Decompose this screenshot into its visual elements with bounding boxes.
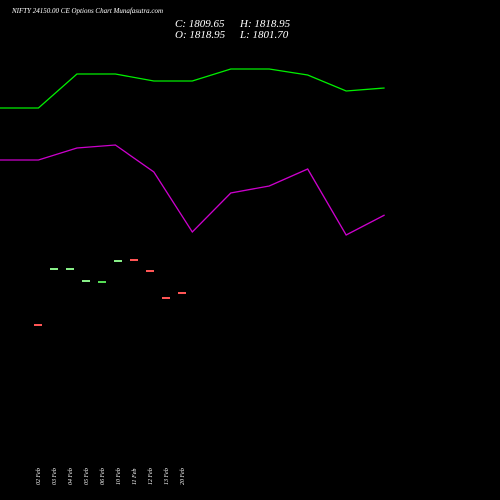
x-tick-label: 04 Feb: [67, 468, 74, 485]
chart-title: NIFTY 24150.00 CE Options Chart Munafasu…: [11, 7, 163, 15]
x-tick-label: 03 Feb: [52, 468, 58, 485]
x-tick-label: 02 Feb: [36, 468, 42, 485]
candle: [50, 268, 58, 270]
x-tick-label: 06 Feb: [100, 468, 106, 485]
high-label: H: 1818.95: [239, 18, 291, 30]
x-tick-label: 10 Feb: [116, 468, 122, 485]
x-tick-label: 11 Feb: [132, 469, 138, 485]
line-series: [0, 68, 385, 109]
x-tick-label: 12 Feb: [148, 468, 154, 485]
candle: [130, 259, 138, 261]
candle: [114, 260, 122, 262]
x-tick-label: 05 Feb: [84, 468, 90, 485]
candle: [162, 297, 170, 299]
line-series: [0, 144, 385, 236]
candle: [146, 270, 154, 272]
x-tick-label: 13 Feb: [164, 468, 170, 485]
close-label: C: 1809.65: [175, 18, 225, 30]
open-label: O: 1818.95: [175, 29, 226, 41]
low-label: L: 1801.70: [239, 29, 289, 41]
candle: [34, 324, 42, 326]
candle: [178, 292, 186, 294]
x-tick-label: 20 Feb: [180, 468, 186, 485]
candle: [82, 280, 90, 282]
candle: [66, 268, 74, 270]
candle: [98, 281, 106, 283]
